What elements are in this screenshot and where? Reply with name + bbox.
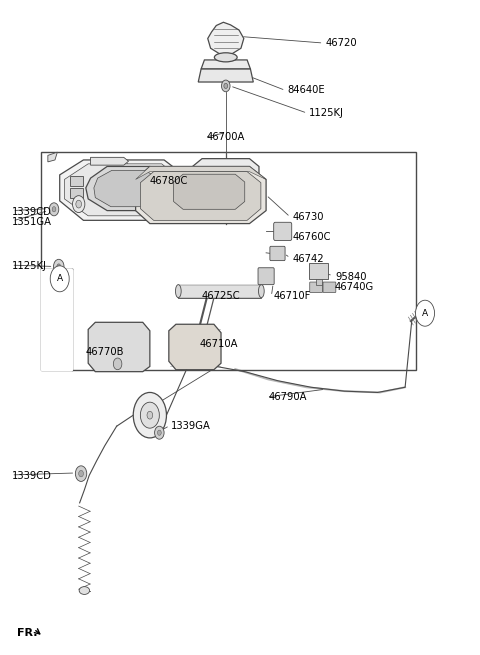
Polygon shape [86,166,174,211]
FancyBboxPatch shape [274,222,292,240]
Polygon shape [88,322,150,371]
Text: 46720: 46720 [325,38,357,48]
Polygon shape [64,164,182,215]
Bar [179,285,261,297]
Ellipse shape [215,53,237,62]
Ellipse shape [79,587,90,595]
Text: 84640E: 84640E [288,85,325,96]
Polygon shape [174,174,245,210]
Text: FR.: FR. [17,627,37,638]
Circle shape [416,300,434,326]
Polygon shape [60,160,188,220]
Polygon shape [91,157,129,165]
Text: 46700A: 46700A [207,132,245,142]
Text: 46790A: 46790A [268,392,307,402]
Text: A: A [422,309,428,318]
FancyBboxPatch shape [310,282,323,292]
Polygon shape [208,22,244,55]
FancyBboxPatch shape [270,246,285,261]
Circle shape [133,392,167,438]
Ellipse shape [209,167,238,175]
Text: 1351GA: 1351GA [12,217,52,227]
Text: 46760C: 46760C [292,232,331,242]
Text: 46780C: 46780C [150,176,188,186]
Text: 1125KJ: 1125KJ [12,261,47,271]
Circle shape [50,266,69,291]
Text: 46710F: 46710F [273,291,311,301]
Text: 46770B: 46770B [86,347,124,357]
Bar [316,279,322,286]
Circle shape [224,83,228,88]
Text: 46725C: 46725C [202,291,240,301]
Polygon shape [136,166,266,179]
Ellipse shape [176,285,181,297]
Bar [70,188,84,198]
Polygon shape [140,172,261,220]
Ellipse shape [259,285,264,297]
Circle shape [49,203,59,215]
Text: 46740G: 46740G [335,282,374,292]
Bar [70,176,84,186]
Circle shape [157,430,161,436]
Circle shape [72,196,85,213]
FancyBboxPatch shape [258,268,274,285]
Bar [309,263,328,279]
Polygon shape [48,152,57,162]
Polygon shape [192,159,259,183]
Text: 1339CD: 1339CD [12,207,52,217]
Circle shape [79,470,84,477]
Text: 1125KJ: 1125KJ [309,108,344,118]
Text: A: A [57,274,63,284]
Polygon shape [94,170,164,207]
Text: 1339GA: 1339GA [171,421,211,431]
Circle shape [76,200,82,208]
Circle shape [140,402,159,428]
Circle shape [54,259,64,274]
Text: 95840: 95840 [335,272,366,282]
Text: 1339CD: 1339CD [12,470,52,481]
Circle shape [75,466,87,481]
Polygon shape [41,269,72,369]
Polygon shape [201,60,251,69]
Text: 46710A: 46710A [200,339,238,349]
Text: 46730: 46730 [292,212,324,222]
Circle shape [155,426,164,440]
Polygon shape [198,69,253,82]
Bar [41,152,416,369]
Circle shape [221,80,230,92]
FancyBboxPatch shape [323,282,336,292]
Circle shape [147,411,153,419]
Circle shape [113,358,122,369]
Circle shape [52,207,56,212]
Text: 46742: 46742 [292,254,324,265]
Circle shape [57,264,60,269]
Polygon shape [169,324,221,369]
Polygon shape [136,166,266,223]
